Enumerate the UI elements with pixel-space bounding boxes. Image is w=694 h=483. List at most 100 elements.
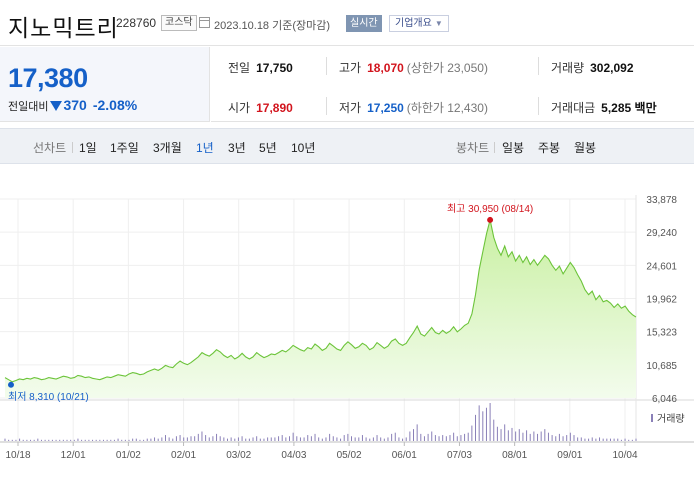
volume-bar [292,432,294,441]
volume-bar [154,437,156,441]
volume-bar [602,438,604,441]
volume-bar [205,435,207,441]
volume-bar [161,437,163,441]
stat-volume-value: 302,092 [590,61,634,75]
stat-amount-unit: 백만 [634,101,657,115]
volume-bar [274,437,276,441]
volume-bar [237,437,239,441]
chevron-down-icon: ▼ [434,19,443,28]
volume-bar [55,439,57,441]
stat-open-label: 시가 [228,101,251,115]
volume-bar [259,438,261,441]
volume-bar [99,439,101,441]
volume-bar [606,438,608,441]
volume-bar [299,437,301,441]
period-bar: 선차트 1일 1주일 3개월 1년 3년 5년 10년 봉차트 일봉 주봉 월봉 [0,128,694,164]
stat-prev-label: 전일 [228,61,251,75]
volume-bar [635,438,637,441]
stat-high: 고가 18,070 (상한가 23,050) [339,59,488,76]
volume-bar [420,433,422,441]
period-1d[interactable]: 1일 [79,141,97,155]
period-1w[interactable]: 1주일 [110,141,139,155]
volume-bar [577,437,579,441]
divider [538,97,539,115]
volume-legend-label: 거래량 [657,413,685,425]
volume-bar [478,405,480,441]
divider [326,97,327,115]
stat-volume-label: 거래량 [551,61,585,75]
volume-bar [234,438,236,441]
volume-bar [591,437,593,441]
volume-bar [15,439,17,441]
x-tick-label: 05/02 [337,450,362,461]
volume-bar [434,435,436,441]
candle-daily[interactable]: 일봉 [502,141,525,155]
volume-bar [197,433,199,441]
volume-bar [194,436,196,441]
candle-weekly[interactable]: 주봉 [538,141,561,155]
stat-low-label: 저가 [339,101,362,115]
period-3m[interactable]: 3개월 [153,141,182,155]
volume-bar [44,439,46,441]
volume-bar [336,437,338,441]
volume-bar [518,429,520,441]
stat-amount: 거래대금 5,285 백만 [551,99,657,116]
x-tick-label: 07/03 [447,450,472,461]
volume-bar [482,411,484,441]
y-tick-label: 15,323 [646,328,677,339]
volume-bar [471,425,473,441]
volume-bar [383,438,385,441]
volume-bar [347,433,349,441]
volume-bar [84,439,86,441]
company-overview-button[interactable]: 기업개요 ▼ [389,15,449,32]
period-1y[interactable]: 1년 [196,141,214,155]
volume-bar [278,436,280,441]
volume-bar [369,438,371,441]
price-chart[interactable]: 33,878 29,240 24,601 19,962 15,323 10,685 6,04… [0,185,694,483]
stat-amount-value: 5,285 [601,101,632,115]
volume-bar [51,439,53,441]
volume-bar [183,437,185,441]
candle-monthly[interactable]: 월봉 [574,141,597,155]
volume-bar [511,427,513,441]
volume-bar [566,435,568,441]
divider [494,142,495,153]
volume-bar [372,437,374,441]
volume-bar [631,439,633,441]
volume-bar [321,438,323,441]
period-10y[interactable]: 10년 [291,141,316,155]
volume-bar [529,433,531,441]
volume-legend-swatch [651,414,653,422]
date-text: 2023.10.18 기준(장마감) [214,20,331,32]
volume-bar [325,437,327,441]
volume-bar [569,432,571,441]
x-tick-label: 12/01 [61,450,86,461]
volume-bar [427,433,429,441]
volume-bar [4,438,6,441]
y-tick-label: 10,685 [646,361,677,372]
line-chart-label: 선차트 [33,141,67,155]
volume-bar [318,437,320,441]
volume-bar [387,437,389,441]
volume-bar [252,437,254,441]
stat-amount-label: 거래대금 [551,101,596,115]
volume-bar [267,437,269,441]
volume-bar [307,435,309,441]
realtime-button[interactable]: 실시간 [346,15,382,32]
volume-bar [168,437,170,441]
volume-bar [92,439,94,441]
volume-bar [409,431,411,441]
volume-bar [245,438,247,441]
period-3y[interactable]: 3년 [228,141,246,155]
period-5y[interactable]: 5년 [259,141,277,155]
volume-bar [179,435,181,441]
y-tick-label: 19,962 [646,295,677,306]
volume-bar [263,438,265,441]
min-marker [8,381,14,388]
volume-bar [620,439,622,441]
volume-bar [617,438,619,441]
volume-bar [175,436,177,441]
volume-bar [288,436,290,441]
volume-bar [146,438,148,441]
volume-bar [48,439,50,441]
